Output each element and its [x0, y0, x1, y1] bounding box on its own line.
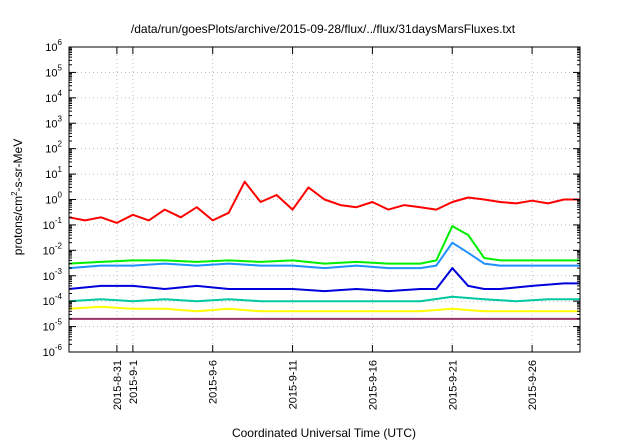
x-tick-label: 2015-9-16	[367, 360, 379, 410]
series-line	[68, 305, 580, 313]
x-tick-label: 2015-9-11	[288, 360, 300, 409]
series-group	[68, 180, 580, 320]
x-tick-label: 2015-9-6	[208, 360, 220, 404]
y-tick-label: 10-4	[43, 292, 63, 308]
y-tick-label: 101	[45, 165, 62, 181]
series-line	[68, 180, 580, 224]
y-axis-label-superscript: 2	[10, 191, 19, 196]
series-line	[68, 295, 580, 303]
y-tick-label: 105	[45, 63, 62, 79]
y-tick-label: 103	[45, 114, 62, 130]
chart-title: /data/run/goesPlots/archive/2015-09-28/f…	[131, 22, 516, 36]
x-tick-label: 2015-9-26	[527, 360, 539, 410]
y-tick-label: 102	[45, 140, 62, 156]
y-axis: 10-6 10-5 10-4 10-3 10-2 10-1 100 101 102 103 104 1…	[43, 38, 580, 359]
y-tick-label: 10-1	[43, 216, 63, 232]
x-axis: 2015-8-31 2015-9-1 2015-9-6 2015-9-11 2015-9…	[112, 47, 539, 410]
x-tick-label: 2015-9-21	[447, 360, 459, 410]
x-tick-label: 2015-8-31	[112, 360, 124, 410]
y-axis-label-rest: -s-sr-MeV	[11, 139, 25, 192]
x-tick-label: 2015-9-1	[128, 360, 140, 404]
y-tick-label: 10-6	[43, 343, 63, 359]
y-tick-label: 106	[45, 38, 62, 54]
series-line	[68, 241, 580, 270]
series-line	[68, 225, 580, 265]
y-axis-label: protons/cm2-s-sr-MeV	[10, 139, 25, 255]
y-tick-label: 10-3	[43, 267, 63, 283]
y-tick-label: 104	[45, 89, 62, 105]
y-tick-label: 10-5	[43, 318, 63, 334]
series-line	[68, 267, 580, 293]
y-tick-label: 10-2	[43, 241, 63, 257]
y-axis-label-main: protons/cm	[11, 196, 25, 255]
x-axis-label: Coordinated Universal Time (UTC)	[232, 426, 416, 440]
y-tick-label: 100	[45, 191, 62, 207]
grid	[69, 47, 580, 352]
